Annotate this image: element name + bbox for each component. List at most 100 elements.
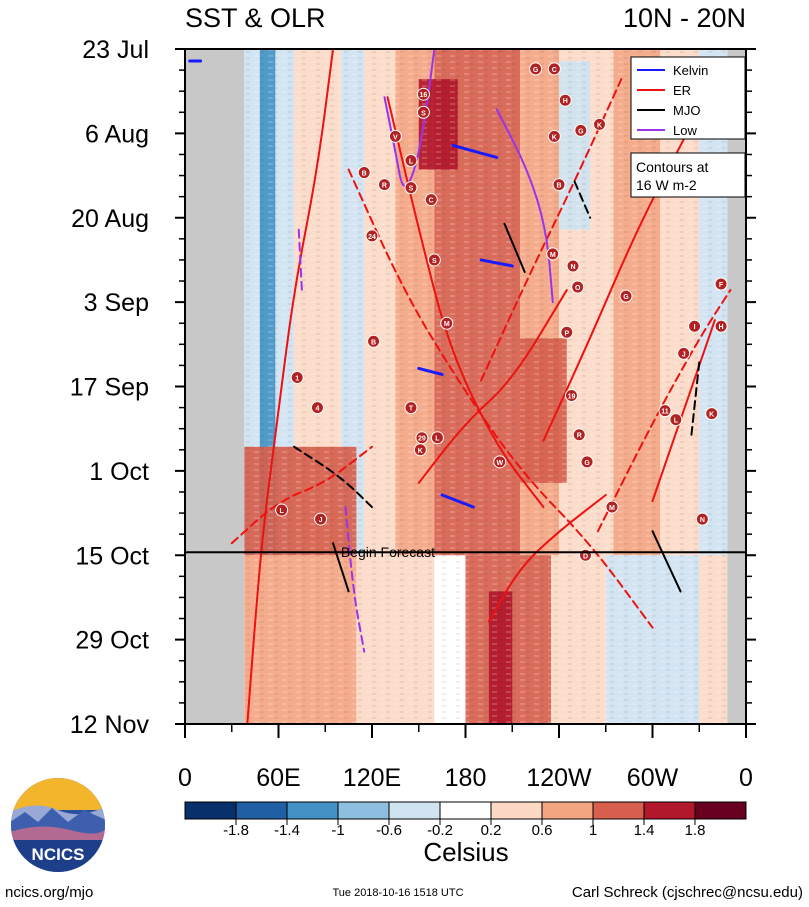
storm-icon xyxy=(377,178,391,192)
y-tick-label: 1 Oct xyxy=(89,458,149,486)
x-tick-label: 0 xyxy=(178,764,192,792)
y-tick-label: 12 Nov xyxy=(70,711,150,739)
y-tick-label: 6 Aug xyxy=(85,120,149,148)
y-tick-label: 23 Jul xyxy=(82,36,149,64)
storm-label: B xyxy=(371,339,376,346)
storm-label: K xyxy=(418,448,423,455)
storm-icon xyxy=(677,346,691,360)
storm-label: C xyxy=(552,67,557,74)
y-tick-label: 29 Oct xyxy=(75,627,149,655)
contour-er-5 xyxy=(417,289,568,484)
storm-icon xyxy=(404,153,418,167)
storm-marker-23: P xyxy=(560,325,574,339)
storm-marker-32: 11 xyxy=(658,404,672,418)
colorbar-tick-label: 0.6 xyxy=(532,822,553,839)
storm-marker-17: M xyxy=(546,247,560,261)
storm-marker-44: N xyxy=(695,512,709,526)
ncics-logo: NCICS xyxy=(11,778,105,872)
footer-timestamp: Tue 2018-10-16 1518 UTC xyxy=(332,887,463,899)
storm-track-layer: G C 16 S H V K G K L B R S C B 24 S M N O G F M P B I H J 1 19 4 T 11 L K 2… xyxy=(275,62,728,562)
contour-er-2 xyxy=(386,96,545,509)
storm-icon xyxy=(558,93,572,107)
colorbar-tick-label: -1 xyxy=(331,822,344,839)
storm-marker-18: N xyxy=(566,259,580,273)
storm-label: N xyxy=(570,264,575,271)
footer-site: ncics.org/mjo xyxy=(5,884,93,901)
x-tick-label: 120E xyxy=(343,764,401,792)
storm-label: J xyxy=(319,517,323,524)
storm-label: 4 xyxy=(316,406,320,413)
storm-marker-36: L xyxy=(430,431,444,445)
storm-icon xyxy=(547,62,561,76)
colorbar-tick-label: -0.6 xyxy=(376,822,402,839)
storm-marker-19: O xyxy=(571,280,585,294)
storm-label: J xyxy=(682,351,686,358)
storm-label: 11 xyxy=(661,409,669,416)
storm-icon xyxy=(367,334,381,348)
contour-low-18 xyxy=(297,228,303,292)
x-tick-label: 0 xyxy=(739,764,753,792)
y-tick-label: 15 Oct xyxy=(75,542,149,570)
contour-mjo-14 xyxy=(503,222,526,273)
storm-marker-42: J xyxy=(314,512,328,526)
contour-kelvin-22 xyxy=(479,258,514,268)
storm-label: F xyxy=(719,282,724,289)
y-axis: 23 Jul 6 Aug 20 Aug 3 Sep 17 Sep 1 Oct 15 Oct 2… xyxy=(70,36,756,739)
storm-marker-25: I xyxy=(688,319,702,333)
storm-icon xyxy=(695,512,709,526)
colorbar-label: Celsius xyxy=(423,837,508,867)
colorbar-segment-7 xyxy=(541,801,594,820)
storm-marker-8: K xyxy=(593,117,607,131)
storm-icon xyxy=(275,503,289,517)
storm-label: B xyxy=(362,171,367,178)
storm-label: L xyxy=(279,508,284,515)
storm-icon xyxy=(574,123,588,137)
storm-icon xyxy=(440,316,454,330)
storm-icon xyxy=(580,455,594,469)
storm-icon xyxy=(560,325,574,339)
storm-icon xyxy=(310,401,324,415)
storm-marker-1: C xyxy=(547,62,561,76)
storm-icon xyxy=(658,404,672,418)
storm-icon xyxy=(290,370,304,384)
storm-marker-24: B xyxy=(367,334,381,348)
storm-icon xyxy=(546,247,560,261)
storm-marker-12: S xyxy=(404,181,418,195)
contour-er-4 xyxy=(480,78,623,382)
storm-label: K xyxy=(597,122,602,129)
storm-icon xyxy=(552,178,566,192)
storm-marker-2: 16 xyxy=(416,87,430,101)
storm-label: B xyxy=(556,183,561,190)
colorbar-tick-label: 1.8 xyxy=(685,822,706,839)
legend-note-line2: 16 W m-2 xyxy=(636,177,697,193)
storm-label: I xyxy=(694,324,696,331)
storm-label: H xyxy=(719,324,724,331)
contour-er-3 xyxy=(542,138,685,442)
storm-icon xyxy=(547,129,561,143)
storm-marker-9: L xyxy=(404,153,418,167)
storm-icon xyxy=(605,500,619,514)
storm-marker-40: G xyxy=(580,455,594,469)
storm-label: G xyxy=(533,67,539,74)
legend-label-mjo: MJO xyxy=(673,103,700,118)
contour-er-9 xyxy=(487,493,607,623)
storm-label: O xyxy=(575,285,581,292)
y-tick-label: 20 Aug xyxy=(71,205,149,233)
contour-er-8 xyxy=(230,445,373,545)
storm-label: D xyxy=(583,553,588,560)
storm-icon xyxy=(688,319,702,333)
contour-mjo-13 xyxy=(690,361,701,436)
storm-label: R xyxy=(577,433,582,440)
colorbar-segment-0 xyxy=(184,801,237,820)
colorbar-tick-label: -0.2 xyxy=(427,822,453,839)
colorbar-segment-9 xyxy=(643,801,696,820)
storm-icon xyxy=(493,455,507,469)
colorbar-tick-label: 0.2 xyxy=(481,822,502,839)
storm-label: C xyxy=(429,198,434,205)
colorbar-tick-label: 1 xyxy=(589,822,597,839)
colorbar-tick-label: 1.4 xyxy=(634,822,655,839)
storm-marker-4: H xyxy=(558,93,572,107)
storm-label: H xyxy=(563,98,568,105)
contour-kelvin-21 xyxy=(440,493,475,509)
storm-icon xyxy=(416,87,430,101)
